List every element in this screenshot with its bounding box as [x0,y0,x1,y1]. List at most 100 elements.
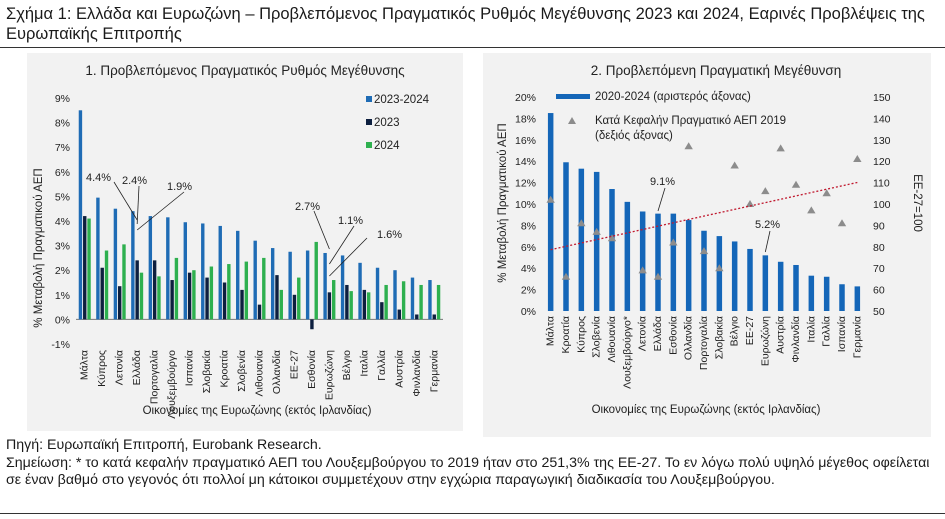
chart2-ytick: 20% [515,92,536,104]
chart2-annotation: 5.2% [755,219,780,231]
chart1-bar [122,244,126,320]
chart2-ytick-right: 60 [873,285,885,297]
chart1-xtick: Μάλτα [79,350,91,380]
chart1-bar [397,309,402,320]
chart1-xtick: Κύπρος [96,350,108,387]
chart2-triangle-point [837,219,847,227]
chart2-ytick-right: 110 [873,178,890,190]
chart1-bar [257,304,262,320]
chart1-ytick: 1% [55,290,70,302]
chart1-bar [205,277,209,320]
right-panel [483,53,931,437]
chart1-bar [104,250,109,320]
chart1-bar [83,216,87,320]
chart2-ylabel: % Μεταβολή Πραγματικού ΑΕΠ [497,123,509,282]
chart1-ytick: 4% [55,216,70,228]
chart1-legend-label: 2024 [374,140,400,152]
chart2-ytick-right: 120 [873,156,891,168]
chart1-annotation-leader [113,181,138,221]
chart1-bar [314,241,318,320]
chart1-bar [236,230,240,320]
chart2-triangle-point [853,155,862,163]
cumulative-growth-chart: 2. Προβλεπόμενη Πραγματική Μεγέθυνση 0% 2%… [497,63,923,416]
chart1-bar [275,275,279,320]
chart2-triangle-point [607,234,617,242]
chart1-bar [262,257,266,320]
chart1-ytick: 9% [55,93,70,105]
chart2-ytick: 14% [515,156,536,168]
chart2-annotation-leader [764,230,771,253]
chart2-ytick: 12% [515,178,536,190]
chart2-triangle-point [699,247,709,255]
chart2-bar [839,284,845,311]
chart2-bar [639,211,646,311]
chart1-bar [192,270,196,320]
chart1-xtick: Σλοβακία [201,350,213,393]
chart2-xtick: Κροατία [560,316,572,353]
chart1-xtick: Αυστρία [393,350,405,388]
chart1-bar [340,255,345,320]
figure-footer: Πηγή: Ευρωπαϊκή Επιτροπή, Eurobank Resea… [6,437,936,490]
chart1-bar [432,314,436,320]
chart1-ytick: 6% [55,167,70,179]
chart2-triangle-point [592,227,601,235]
chart1-bar [401,281,406,320]
chart2-xtick: Πορτογαλία [698,316,710,370]
growth-forecast-chart: 1. Προβλεπόμενος Πραγματικός Ρυθμός Μεγέ… [33,63,443,419]
chart2-xtick: Ευρωζώνη [759,316,771,366]
chart1-bar [170,280,174,320]
chart2-triangle-point [807,206,816,214]
chart1-annotation: 4.4% [86,172,111,184]
chart2-bar [593,171,600,311]
chart1-xtick: Λιθουανία [254,350,266,397]
chart2-bar [747,248,753,311]
chart1-xtick: Λουξεμβούργο [166,350,178,419]
chart2-ytick: 2% [521,285,536,297]
chart2-xtick: Λιθουανία [606,316,618,363]
chart1-bar [380,302,384,320]
chart1-xtick: Κροατία [219,350,231,387]
chart1-bar [270,248,275,320]
chart2-xtick: Αυστρία [775,316,787,354]
chart2-ytick-right: 130 [873,135,891,147]
chart2-xtick: ΕΕ-27 [744,316,756,345]
chart1-title: 1. Προβλεπόμενος Πραγματικός Ρυθμός Μεγέ… [85,63,405,78]
chart2-ytick: 8% [521,220,536,232]
title-rule [0,47,945,48]
chart1-bar [410,277,415,320]
chart1-bar [166,217,170,320]
chart2-bar [670,213,677,311]
chart1-bar [436,284,441,320]
chart2-bar [854,286,861,311]
chart1-bar [297,277,301,320]
chart2-legend-label: 2020-2024 (αριστερός άξονας) [595,91,751,103]
chart1-xtick: ΕΕ-27 [288,350,300,379]
chart2-triangle-point [669,238,678,246]
note-text: Σημείωση: * το κατά κεφαλήν πραγματικό Α… [6,454,930,489]
chart1-bar [279,289,283,320]
chart1-xtick: Λετονία [114,350,126,385]
chart1-annotation-leader [136,185,140,225]
chart2-triangle-point [822,189,831,197]
chart1-bar [345,284,349,320]
chart1-bar [362,289,367,320]
chart1-bar [393,270,397,320]
chart2-bar [793,264,799,311]
chart1-bar [183,222,187,320]
chart1-legend-label: 2023 [374,117,400,129]
chart1-ytick: 7% [55,142,70,154]
chart2-ytick: 16% [515,135,536,147]
source-text: Πηγή: Ευρωπαϊκή Επιτροπή, Eurobank Resea… [6,437,322,453]
chart1-legend-label: 2023-2024 [374,94,430,106]
chart2-bar [823,276,830,311]
chart2-triangle-point [684,142,693,150]
chart1-bar [187,272,192,320]
chart1-xtick: Σλοβενία [236,350,248,392]
chart1-bar [201,223,205,320]
chart2-trendline [550,181,858,251]
chart2-xtick: Ισπανία [836,316,848,352]
chart1-bar [288,251,292,320]
chart2-triangle-point [653,272,663,280]
chart2-ylabel-right: ΕΕ-27=100 [911,174,923,232]
chart1-bar [100,267,104,320]
